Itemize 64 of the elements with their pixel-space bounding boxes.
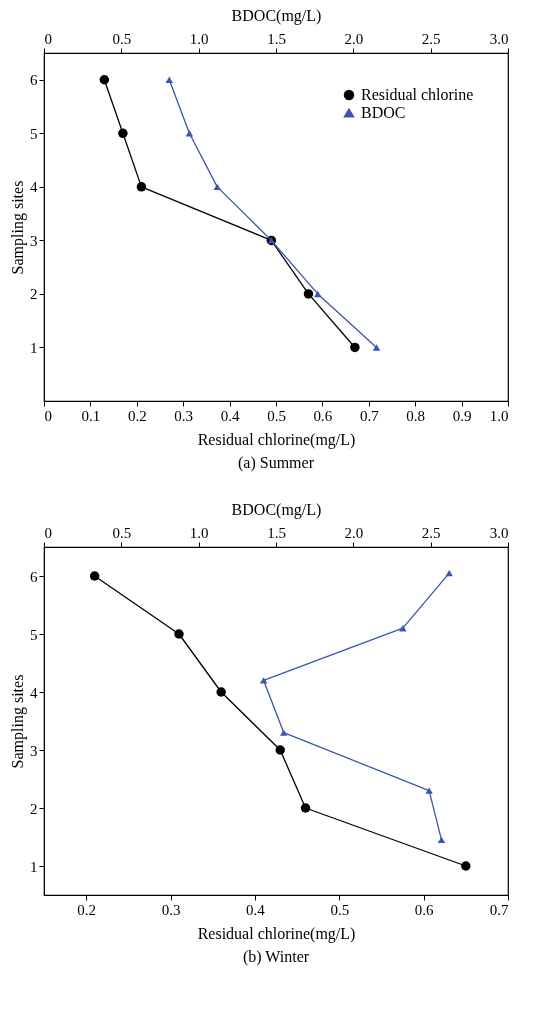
x-tick-label: 0.3 [174, 407, 194, 424]
x-tick-label: 0.8 [406, 407, 426, 424]
x-tick-label: 0.2 [77, 901, 97, 918]
y-axis-title: Sampling sites [9, 674, 27, 769]
point [461, 861, 471, 871]
x2-axis-title: BDOC(mg/L) [231, 6, 322, 25]
x-tick-label: 0.6 [313, 407, 333, 424]
x-tick-label: 0.5 [330, 901, 350, 918]
point [350, 342, 360, 353]
y-tick-label: 1 [30, 858, 38, 875]
text: (b) Winter [242, 948, 310, 966]
x-tick-label: 0.2 [127, 407, 147, 424]
legend-label: Residual chlorine [361, 86, 474, 103]
x-tick-label: 0.4 [220, 407, 240, 424]
y-tick-label: 5 [30, 125, 38, 142]
point [275, 745, 285, 755]
y-tick-label: 3 [30, 742, 38, 759]
x-tick-label: 0.7 [489, 901, 509, 918]
text: (a) Summer [238, 454, 315, 472]
x-tick-label: 0.1 [81, 407, 101, 424]
x2-tick-label: 2.0 [344, 30, 364, 47]
y-tick-label: 5 [30, 626, 38, 643]
x2-tick-label: 1.5 [267, 524, 286, 541]
point [136, 182, 147, 192]
x-tick-label: 0 [44, 407, 52, 424]
point [174, 629, 184, 639]
y-tick-label: 4 [30, 179, 38, 196]
x2-tick-label: 2.5 [421, 30, 441, 47]
x2-axis-title: BDOC(mg/L) [231, 500, 322, 519]
x-tick-label: 0.4 [246, 901, 266, 918]
point [300, 803, 311, 813]
x2-tick-label: 0 [44, 524, 52, 541]
x2-tick-label: 0.5 [112, 524, 132, 541]
x-tick-label: 0.3 [161, 901, 181, 918]
point [216, 687, 226, 697]
y-tick-label: 6 [30, 568, 38, 585]
point [118, 128, 128, 139]
x2-tick-label: 3.0 [489, 524, 509, 541]
y-tick-label: 2 [30, 800, 38, 817]
x-axis-title: Residual chlorine(mg/L) [197, 430, 356, 449]
x-axis-title: Residual chlorine(mg/L) [197, 924, 356, 943]
x-tick-label: 0.7 [359, 407, 380, 424]
x2-tick-label: 2.0 [344, 524, 364, 541]
y-tick-label: 6 [30, 72, 38, 89]
x-tick-label: 1.0 [489, 407, 509, 424]
point [99, 75, 110, 85]
legend-label: BDOC [361, 104, 406, 121]
y-tick-label: 2 [30, 286, 38, 303]
x2-tick-label: 3.0 [489, 30, 509, 47]
point [303, 289, 314, 299]
x2-tick-label: 0.5 [112, 30, 132, 47]
x-tick-label: 0.5 [267, 407, 286, 424]
x2-tick-label: 1.0 [189, 30, 209, 47]
point [89, 571, 100, 581]
x2-tick-label: 1.0 [189, 524, 209, 541]
y-tick-label: 4 [30, 684, 38, 701]
x2-tick-label: 1.5 [267, 30, 286, 47]
y-tick-label: 3 [30, 232, 38, 249]
x2-tick-label: 2.5 [421, 524, 441, 541]
y-axis-title: Sampling sites [9, 180, 27, 275]
y-tick-label: 1 [30, 339, 38, 356]
x2-tick-label: 0 [44, 30, 52, 47]
x-tick-label: 0.9 [452, 407, 472, 424]
x-tick-label: 0.6 [414, 901, 435, 918]
